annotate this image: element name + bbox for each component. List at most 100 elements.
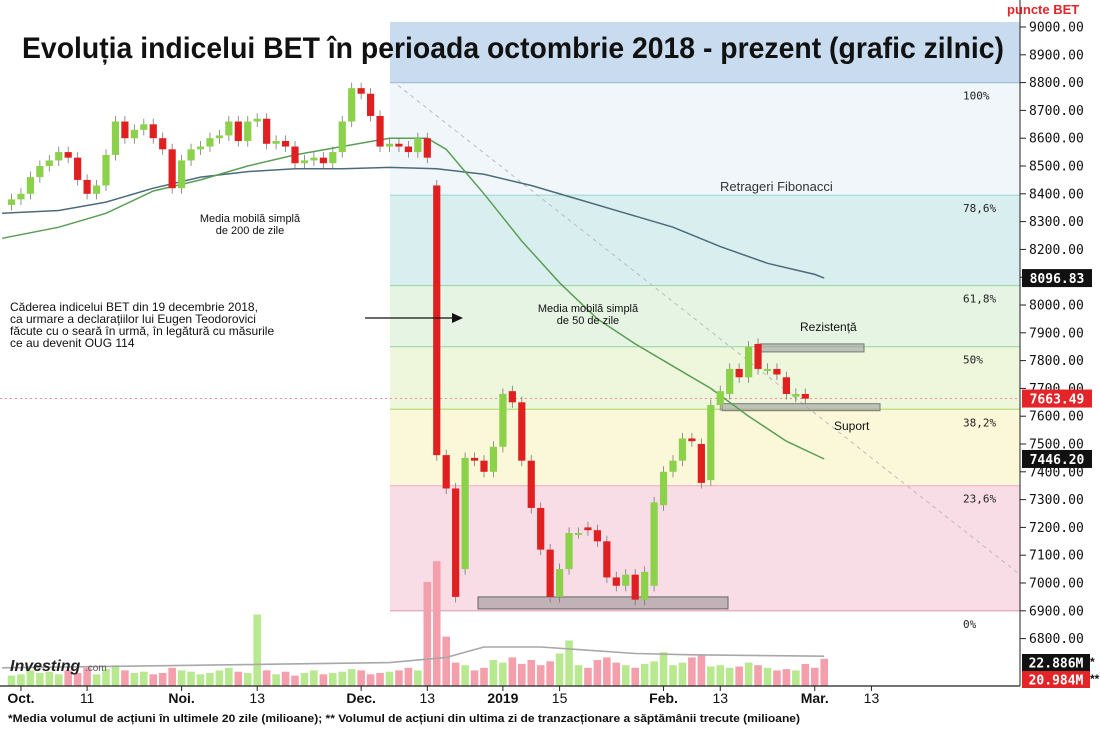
candle-body: [196, 146, 205, 150]
candle-body: [641, 571, 649, 600]
volume-bar: [451, 662, 460, 686]
candle-body: [773, 368, 781, 375]
candle-body: [159, 138, 167, 150]
candle-body: [414, 138, 422, 153]
candle-body: [556, 569, 564, 597]
x-axis-tick-label: Oct.: [7, 690, 34, 706]
y-axis-tick-label: 7600.00: [1029, 410, 1084, 425]
volume-bar: [121, 670, 129, 686]
resistance-zone: [759, 343, 865, 353]
candle-body: [168, 149, 176, 189]
volume-bar: [442, 636, 450, 686]
price-marker-label: 8096.83: [1030, 272, 1085, 287]
candle-body: [253, 118, 261, 122]
price-marker-label: 7446.20: [1030, 453, 1085, 468]
volume-bar: [196, 674, 205, 686]
candle-body: [26, 177, 34, 194]
x-axis-tick-label: 13: [249, 690, 265, 706]
volume-marker: [1022, 654, 1090, 671]
candle-body: [367, 93, 375, 116]
fibonacci-band: [390, 485, 1020, 611]
y-axis-tick-label: 7300.00: [1029, 493, 1084, 508]
y-axis-unit-label: puncte BET: [1007, 2, 1079, 17]
volume-bar: [45, 671, 54, 686]
volume-bar: [281, 671, 290, 686]
volume-bar: [149, 674, 158, 686]
y-axis-tick-label: 8500.00: [1029, 160, 1084, 175]
drop-arrow-head: [452, 313, 463, 323]
volume-bar: [168, 667, 176, 686]
drop-annotation: ca urmare a declarațiilor lui Eugen Teod…: [10, 312, 256, 326]
candle-body: [763, 368, 772, 371]
candle-body: [300, 160, 309, 164]
price-marker: [1022, 449, 1092, 468]
y-axis-tick-label: 7400.00: [1029, 465, 1084, 480]
moving-average-line: [2, 166, 825, 279]
volume-bar: [754, 665, 762, 686]
volume-bar: [820, 658, 828, 686]
volume-bar: [347, 669, 356, 686]
volume-bar: [272, 674, 280, 686]
fibonacci-level-label: 78,6%: [963, 202, 996, 215]
fibonacci-band: [390, 346, 1020, 410]
candle-body: [603, 541, 611, 578]
candle-body: [745, 346, 753, 378]
candle-body: [149, 124, 157, 139]
volume-bar: [508, 657, 517, 686]
volume-bar: [26, 670, 35, 686]
volume-bar: [130, 673, 139, 686]
candle-body: [376, 115, 384, 147]
candle-body: [726, 368, 734, 394]
fibonacci-band: [390, 409, 1020, 486]
ma200-annotation: Media mobilă simplă: [200, 213, 301, 225]
volume-bar: [763, 667, 772, 686]
fibonacci-level-label: 50%: [963, 354, 983, 367]
volume-bar: [366, 674, 375, 686]
x-axis-tick-label: Feb.: [649, 690, 678, 706]
y-axis-tick-label: 8700.00: [1029, 104, 1084, 119]
fibonacci-level-label: 100%: [963, 90, 990, 103]
candle-body: [310, 157, 318, 161]
volume-bar: [357, 670, 365, 686]
volume-bar: [612, 662, 621, 686]
volume-bar: [640, 663, 649, 686]
candle-body: [442, 455, 450, 489]
volume-bar: [593, 660, 602, 686]
volume-bar: [725, 667, 734, 686]
candle-body: [612, 577, 620, 586]
candle-body: [659, 471, 668, 506]
candle-body: [489, 446, 498, 472]
candle-body: [45, 160, 53, 166]
candle-body: [697, 444, 705, 483]
candle-body: [263, 118, 271, 144]
y-axis-tick-label: 8000.00: [1029, 299, 1084, 314]
x-axis-tick-label: Dec.: [346, 690, 376, 706]
volume-bar: [423, 582, 432, 686]
volume-marker-suffix: **: [1090, 672, 1100, 686]
volume-bar: [480, 667, 488, 686]
volume-bar: [659, 652, 668, 686]
volume-bar: [7, 675, 16, 686]
volume-bar: [215, 670, 224, 686]
candle-body: [83, 179, 91, 194]
volume-marker-label: 20.984M: [1029, 674, 1084, 689]
candle-body: [470, 457, 479, 461]
candle-body: [215, 135, 223, 139]
candle-body: [622, 574, 630, 586]
volume-bar: [432, 561, 441, 686]
y-axis-tick-label: 8400.00: [1029, 187, 1084, 202]
volume-bar: [54, 674, 63, 686]
y-axis-tick-label: 6800.00: [1029, 632, 1084, 647]
candle-body: [631, 574, 639, 600]
volume-bar: [338, 671, 347, 686]
volume-bar: [329, 673, 337, 686]
volume-bar: [92, 674, 101, 686]
volume-bar: [801, 663, 810, 686]
y-axis-tick-label: 9000.00: [1029, 21, 1084, 36]
candle-body: [593, 530, 601, 542]
volume-bar: [158, 673, 167, 686]
volume-bar: [253, 614, 261, 686]
candle-body: [206, 138, 214, 147]
volume-bar: [744, 662, 753, 686]
